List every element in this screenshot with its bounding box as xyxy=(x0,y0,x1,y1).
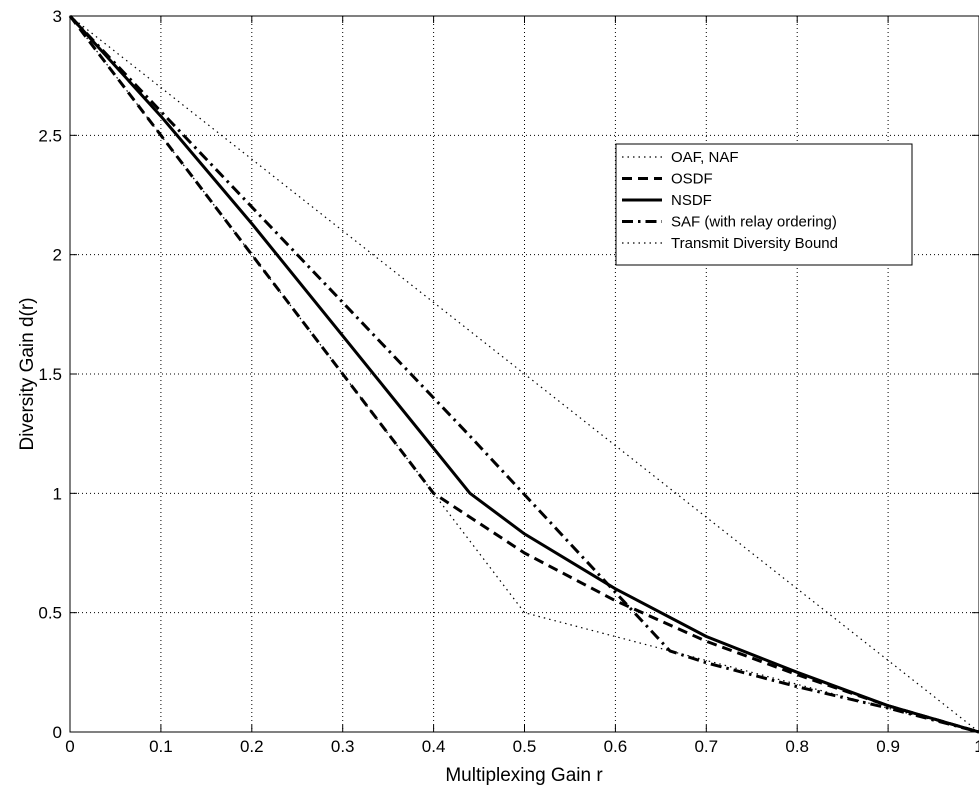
series-line-4 xyxy=(68,14,979,734)
legend-label-5: Transmit Diversity Bound xyxy=(671,235,838,252)
y-tick-label: 1 xyxy=(53,484,62,503)
grid xyxy=(70,16,979,732)
series-line-5 xyxy=(69,15,979,733)
y-tick-label: 2 xyxy=(53,246,62,265)
x-tick-label: 0.4 xyxy=(422,737,446,756)
y-tick-label: 0 xyxy=(53,723,62,742)
legend-label-2: OSDF xyxy=(671,171,713,188)
series-group xyxy=(68,14,979,734)
y-tick-label: 3 xyxy=(53,7,62,26)
x-tick-label: 0.6 xyxy=(604,737,628,756)
y-tick-label: 0.5 xyxy=(38,604,62,623)
legend-label-4: SAF (with relay ordering) xyxy=(671,214,837,231)
x-tick-label: 0 xyxy=(65,737,74,756)
legend-label-3: NSDF xyxy=(671,192,712,209)
x-tick-label: 0.2 xyxy=(240,737,264,756)
x-tick-label: 0.9 xyxy=(876,737,900,756)
ticks: 0 0.1 0.2 0.3 0.4 0.5 0.6 0.7 0.8 0.9 1 0 0.5 1 1.5 2 2.… xyxy=(38,7,979,756)
x-axis-label: Multiplexing Gain r xyxy=(445,765,603,786)
legend-label-1: OAF, NAF xyxy=(671,149,739,166)
series-line-3 xyxy=(68,14,979,734)
y-tick-label: 2.5 xyxy=(38,126,62,145)
y-tick-label: 1.5 xyxy=(38,365,62,384)
legend-box xyxy=(615,143,913,266)
y-axis-label: Diversity Gain d(r) xyxy=(17,297,38,450)
x-tick-label: 0.7 xyxy=(694,737,718,756)
x-tick-label: 0.8 xyxy=(785,737,809,756)
x-tick-label: 0.3 xyxy=(331,737,355,756)
x-tick-label: 1 xyxy=(974,737,979,756)
x-tick-label: 0.1 xyxy=(149,737,173,756)
series-line-2 xyxy=(68,15,979,734)
x-tick-label: 0.5 xyxy=(513,737,537,756)
legend: OAF, NAF OSDF NSDF SAF (with relay ordering… xyxy=(615,143,913,266)
